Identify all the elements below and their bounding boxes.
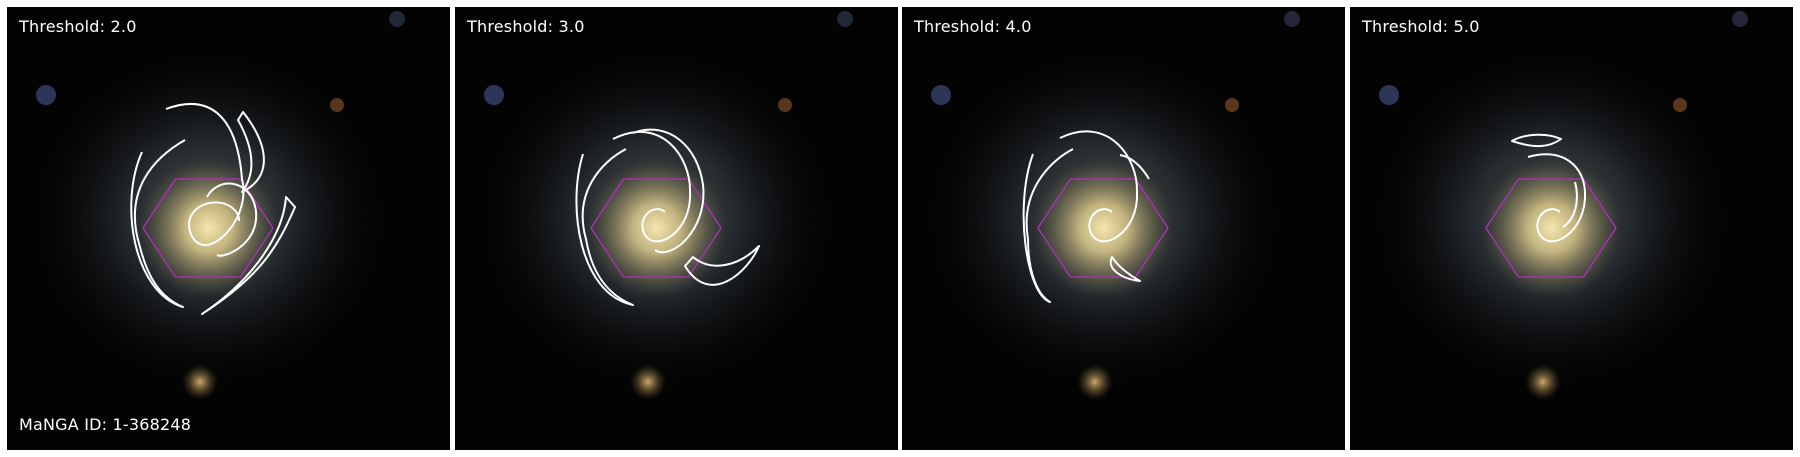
arm-contour — [130, 139, 186, 308]
background-star — [778, 98, 792, 112]
panel-4: Threshold: 5.0 — [1350, 7, 1793, 450]
arm-contour — [1022, 148, 1074, 303]
arm-contour — [1119, 154, 1150, 180]
galaxy-image-1 — [7, 7, 450, 450]
galaxy-bulge — [586, 158, 727, 299]
galaxy-image-2 — [455, 7, 898, 450]
background-star — [1284, 11, 1300, 27]
background-star — [330, 98, 344, 112]
arm-contour — [1562, 181, 1578, 228]
manga-id-label: MaNGA ID: 1-368248 — [19, 415, 192, 434]
arm-contour — [1511, 133, 1562, 147]
background-star — [1732, 11, 1748, 27]
panel-3: Threshold: 4.0 — [902, 7, 1345, 450]
background-star — [484, 85, 504, 105]
foreground-star — [630, 364, 666, 400]
threshold-label-2: Threshold: 3.0 — [467, 17, 585, 36]
background-star — [837, 11, 853, 27]
foreground-star — [1077, 364, 1113, 400]
arm-contour — [684, 245, 760, 286]
galaxy-image-3 — [902, 7, 1345, 450]
arm-contour — [165, 103, 245, 247]
galaxy-bulge — [1481, 158, 1622, 299]
background-star — [1673, 98, 1687, 112]
galaxy-image-4 — [1350, 7, 1793, 450]
foreground-star — [1525, 364, 1561, 400]
background-star — [1225, 98, 1239, 112]
arm-contour — [237, 111, 265, 193]
panel-2: Threshold: 3.0 — [455, 7, 898, 450]
threshold-label-4: Threshold: 5.0 — [1362, 17, 1480, 36]
arm-contour — [1527, 153, 1587, 243]
galaxy-bulge — [1033, 158, 1174, 299]
arm-contour — [612, 131, 692, 243]
foreground-star — [182, 364, 218, 400]
arm-contour — [206, 182, 258, 257]
arm-contour — [632, 128, 705, 254]
arm-contour — [1059, 130, 1139, 243]
threshold-label-3: Threshold: 4.0 — [914, 17, 1032, 36]
background-star — [36, 85, 56, 105]
arm-contour — [1109, 256, 1141, 282]
threshold-label-1: Threshold: 2.0 — [19, 17, 137, 36]
background-star — [931, 85, 951, 105]
arm-contour — [201, 196, 296, 315]
panel-1: Threshold: 2.0 MaNGA ID: 1-368248 — [7, 7, 450, 450]
arm-contour — [575, 148, 634, 306]
ifu-hexagon — [142, 178, 274, 278]
background-star — [389, 11, 405, 27]
background-star — [1379, 85, 1399, 105]
